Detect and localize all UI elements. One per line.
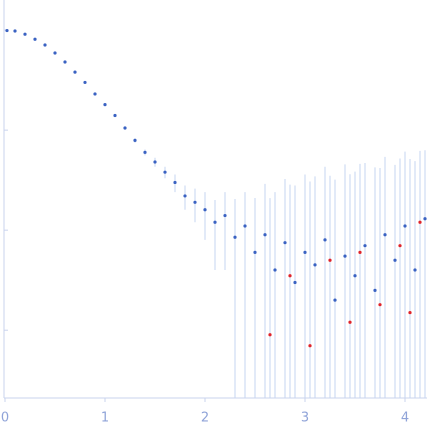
x-tick-label: 1 bbox=[101, 411, 109, 426]
data-point bbox=[308, 344, 312, 348]
data-point bbox=[408, 310, 412, 315]
x-tick-label: 0 bbox=[1, 411, 9, 426]
data-point bbox=[403, 224, 407, 228]
data-point bbox=[253, 250, 257, 254]
data-point bbox=[293, 280, 297, 285]
data-point bbox=[333, 298, 337, 302]
data-point bbox=[33, 37, 37, 41]
data-point bbox=[343, 254, 347, 258]
data-point bbox=[183, 194, 187, 198]
data-point bbox=[398, 244, 402, 248]
data-point bbox=[163, 170, 167, 174]
data-point bbox=[233, 235, 237, 239]
data-point bbox=[378, 303, 382, 307]
data-point bbox=[353, 274, 357, 278]
data-point bbox=[423, 217, 427, 221]
data-point bbox=[213, 220, 217, 224]
data-point bbox=[53, 51, 57, 55]
data-point bbox=[418, 220, 422, 224]
x-tick-label: 3 bbox=[301, 411, 309, 426]
data-point bbox=[383, 233, 387, 237]
data-point bbox=[123, 126, 127, 130]
data-point bbox=[5, 28, 9, 33]
data-point bbox=[153, 160, 157, 164]
data-point bbox=[223, 213, 227, 218]
data-point bbox=[363, 244, 367, 248]
data-point bbox=[113, 113, 117, 118]
data-point bbox=[83, 80, 87, 85]
data-point bbox=[358, 250, 362, 254]
data-point bbox=[243, 224, 247, 228]
data-point bbox=[373, 288, 377, 292]
data-point bbox=[203, 208, 207, 212]
data-point bbox=[93, 92, 97, 96]
data-point bbox=[63, 60, 67, 64]
data-point bbox=[133, 138, 137, 142]
data-point bbox=[268, 333, 272, 337]
data-point bbox=[43, 43, 47, 47]
data-point bbox=[413, 268, 417, 272]
data-point bbox=[303, 250, 307, 254]
data-point bbox=[173, 180, 177, 185]
data-point bbox=[193, 200, 197, 204]
data-point bbox=[143, 150, 147, 154]
data-point bbox=[393, 258, 397, 262]
data-point bbox=[328, 258, 332, 262]
data-point bbox=[73, 70, 77, 74]
data-point bbox=[13, 29, 17, 33]
data-point bbox=[313, 263, 317, 267]
data-point bbox=[273, 268, 277, 272]
data-point bbox=[103, 103, 107, 107]
x-tick-label: 2 bbox=[201, 411, 209, 426]
data-point bbox=[323, 238, 327, 242]
data-point bbox=[348, 320, 352, 324]
data-point bbox=[263, 233, 267, 237]
data-point bbox=[288, 274, 292, 278]
x-tick-label: 4 bbox=[401, 411, 409, 426]
data-point bbox=[283, 241, 287, 245]
data-point bbox=[23, 32, 27, 36]
